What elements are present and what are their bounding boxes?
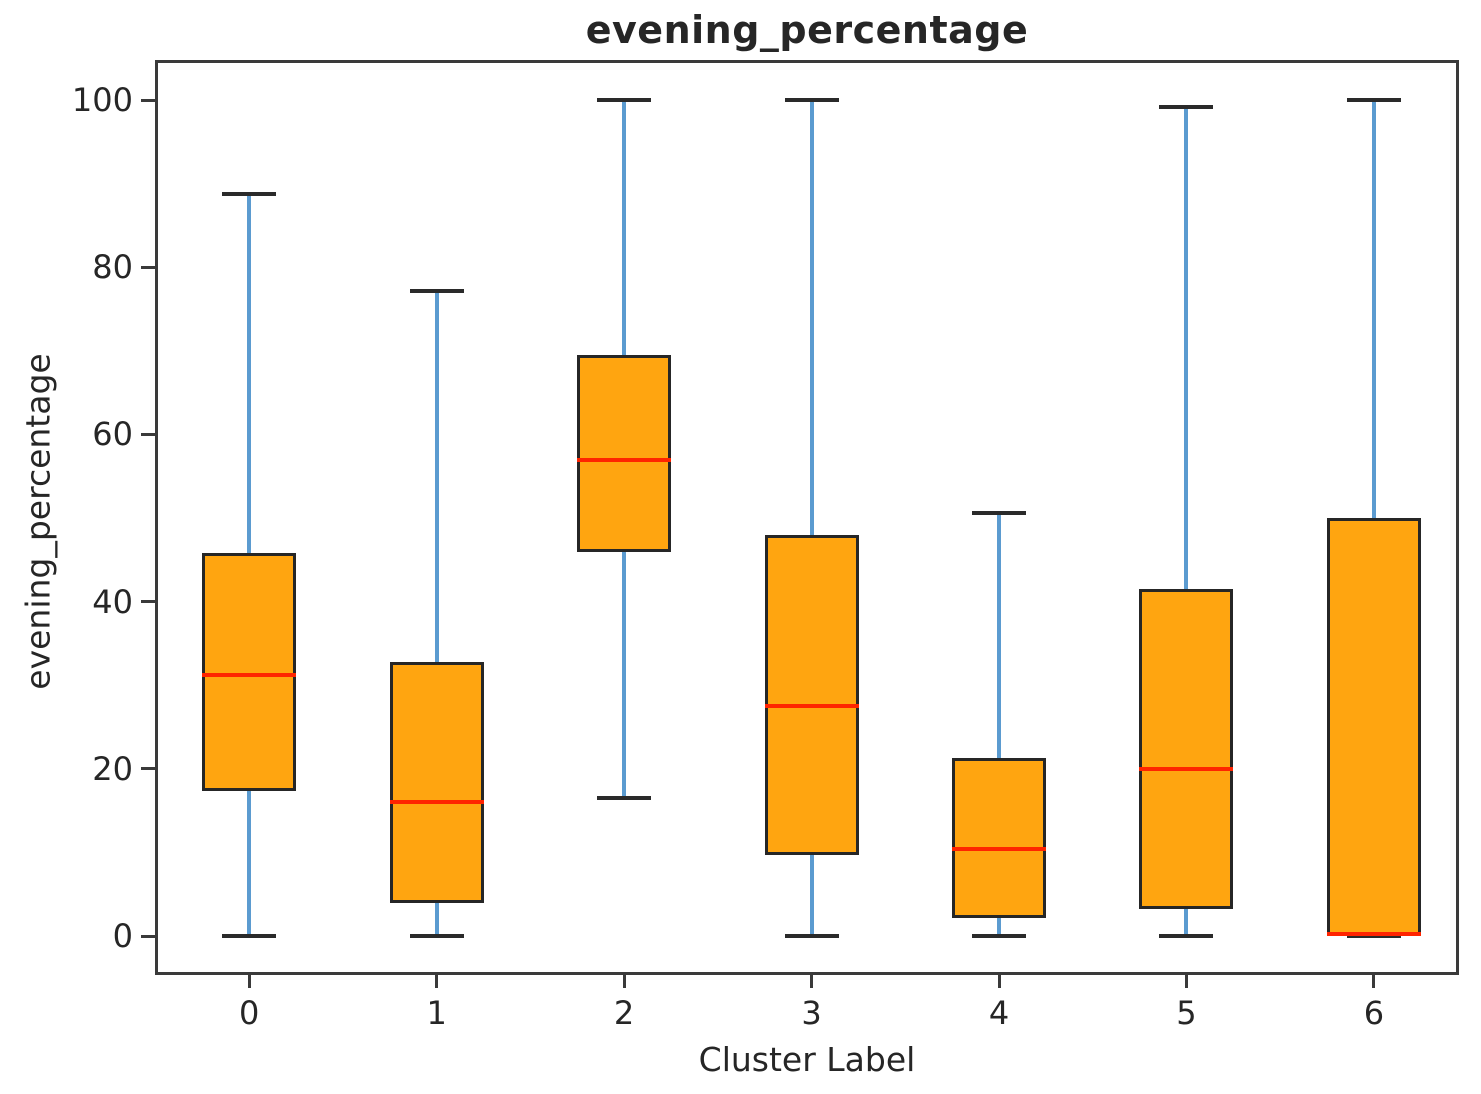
y-tick-mark-60 [141,432,155,436]
median-cluster-0 [202,673,297,678]
y-tick-label-80: 80 [92,248,133,287]
upper-whisker-cluster-3 [809,100,814,535]
x-tick-label-0: 0 [239,994,260,1032]
y-tick-label-60: 60 [92,415,133,454]
box-cluster-5 [1139,589,1234,910]
upper-cap-cluster-1 [409,288,464,293]
box-cluster-1 [389,661,484,904]
y-tick-mark-40 [141,600,155,604]
upper-cap-cluster-5 [1159,104,1214,109]
y-tick-label-20: 20 [92,749,133,788]
lower-cap-cluster-2 [597,796,652,801]
lower-cap-cluster-5 [1159,934,1214,938]
lower-whisker-cluster-5 [1184,909,1189,936]
upper-whisker-cluster-4 [997,512,1001,758]
upper-cap-cluster-4 [972,510,1026,515]
x-tick-label-5: 5 [1176,994,1197,1032]
lower-whisker-cluster-3 [809,854,814,936]
x-tick-label-3: 3 [801,994,822,1032]
lower-whisker-cluster-2 [622,552,627,799]
x-tick-label-1: 1 [426,994,447,1032]
chart-title: evening_percentage [585,8,1029,52]
x-tick-mark-4 [997,975,1001,988]
box-cluster-6 [1326,518,1421,936]
median-cluster-5 [1139,766,1234,771]
lower-whisker-cluster-1 [434,903,439,936]
median-cluster-4 [952,847,1046,852]
median-cluster-2 [577,458,672,463]
box-cluster-2 [577,354,672,553]
x-tick-mark-2 [622,975,626,988]
upper-cap-cluster-0 [222,192,277,197]
upper-cap-cluster-6 [1346,98,1401,102]
x-axis-label: Cluster Label [698,1040,916,1079]
upper-whisker-cluster-2 [622,100,627,355]
x-tick-label-6: 6 [1363,994,1385,1032]
y-tick-mark-100 [141,98,155,102]
y-tick-label-0: 0 [112,917,133,955]
lower-whisker-cluster-0 [247,790,252,936]
x-tick-label-2: 2 [613,994,635,1032]
box-cluster-3 [764,534,859,855]
box-cluster-4 [952,757,1046,918]
y-tick-label-100: 100 [71,81,133,119]
median-cluster-6 [1326,932,1421,937]
x-tick-mark-1 [435,975,439,988]
box-cluster-0 [202,553,297,791]
x-tick-mark-6 [1372,975,1376,988]
y-tick-mark-20 [141,767,155,771]
upper-whisker-cluster-1 [434,290,439,662]
y-axis-label: evening_percentage [18,353,58,690]
x-tick-mark-3 [810,975,814,988]
median-cluster-1 [389,800,484,805]
y-tick-mark-80 [141,265,155,269]
upper-whisker-cluster-0 [247,194,252,554]
lower-cap-cluster-0 [222,934,277,938]
upper-cap-cluster-3 [784,98,839,102]
upper-cap-cluster-2 [597,98,652,102]
x-tick-mark-0 [247,975,251,988]
median-cluster-3 [764,704,859,709]
x-tick-label-4: 4 [988,994,1010,1032]
lower-cap-cluster-4 [972,934,1026,938]
upper-whisker-cluster-6 [1371,100,1376,518]
x-tick-mark-5 [1184,975,1188,988]
y-tick-label-40: 40 [92,582,133,621]
lower-whisker-cluster-4 [997,917,1001,936]
y-tick-mark-0 [141,934,155,938]
lower-cap-cluster-3 [784,934,839,938]
lower-cap-cluster-1 [409,934,464,938]
upper-whisker-cluster-5 [1184,106,1189,590]
